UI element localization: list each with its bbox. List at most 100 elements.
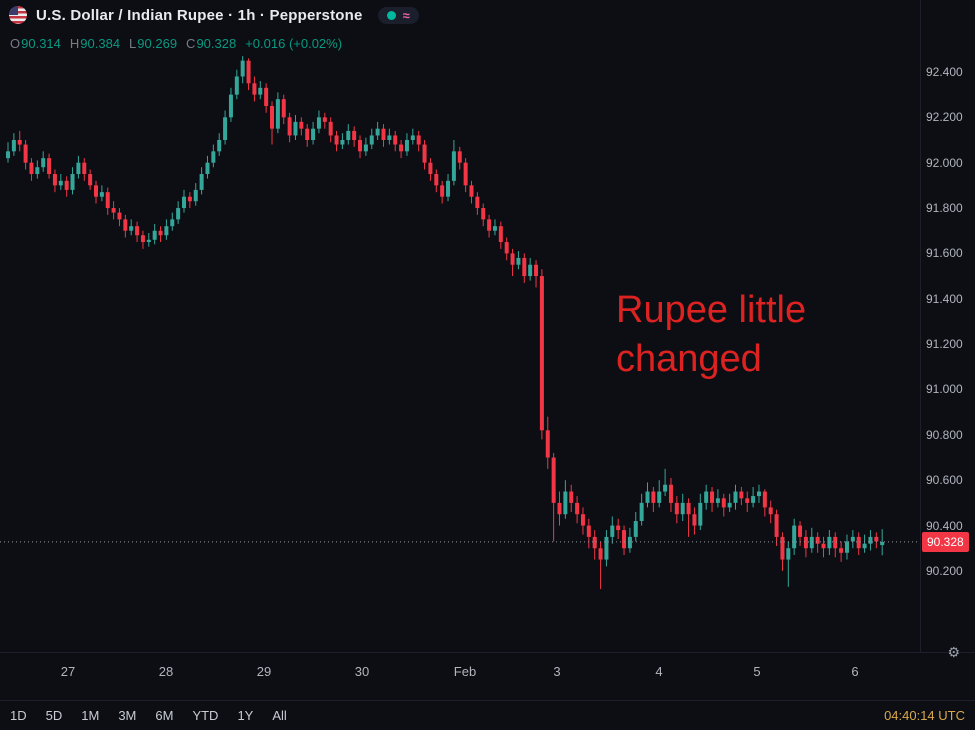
candle	[246, 60, 251, 84]
candle	[645, 491, 650, 503]
candle	[844, 541, 849, 553]
candle	[316, 117, 321, 129]
candle	[534, 264, 539, 277]
candle	[275, 99, 280, 129]
candle	[228, 94, 233, 118]
candle	[868, 536, 873, 544]
candle	[522, 257, 527, 277]
candle	[82, 162, 87, 175]
candle	[211, 151, 216, 163]
candle	[193, 189, 198, 202]
candle	[710, 491, 715, 503]
candle	[481, 208, 486, 220]
current-price-tag: 90.328	[922, 531, 969, 552]
candle	[563, 491, 568, 515]
time-tick-label: 29	[256, 664, 272, 679]
range-buttons: 1D 5D 1M 3M 6M YTD 1Y All	[10, 708, 287, 723]
candle	[463, 162, 468, 186]
time-axis[interactable]: 27 28 29 30 Feb 3 4 5 6	[0, 652, 975, 701]
close-label: C	[186, 36, 196, 51]
legend-toggle-pill: ≈	[377, 6, 419, 24]
range-button-1m[interactable]: 1M	[81, 707, 100, 723]
candle	[850, 536, 855, 542]
candle	[129, 226, 134, 231]
candle	[176, 208, 181, 220]
range-button-5d[interactable]: 5D	[45, 707, 63, 723]
range-button-ytd[interactable]: YTD	[192, 707, 219, 723]
candle	[774, 514, 779, 537]
price-tick-label: 90.400	[926, 518, 963, 533]
candle	[880, 541, 885, 546]
range-button-3m[interactable]: 3M	[118, 707, 137, 723]
candle	[680, 502, 685, 515]
candle	[487, 219, 492, 231]
range-button-all[interactable]: All	[272, 707, 287, 723]
candle	[252, 83, 257, 95]
candle	[281, 99, 286, 118]
range-button-1y[interactable]: 1Y	[237, 707, 254, 723]
clock-utc[interactable]: 04:40:14 UTC	[884, 707, 965, 723]
candle	[35, 167, 40, 175]
candle	[622, 530, 627, 549]
status-dot-icon[interactable]	[386, 10, 396, 20]
candle	[205, 162, 210, 175]
candle	[651, 491, 656, 503]
annotation-line2: changed	[616, 338, 762, 381]
candle	[698, 502, 703, 526]
low-value: 90.269	[137, 36, 178, 51]
candle	[334, 135, 339, 145]
price-tick-label: 91.400	[926, 291, 963, 306]
range-button-1d[interactable]: 1D	[10, 707, 27, 723]
candle	[786, 548, 791, 560]
candle	[399, 144, 404, 152]
candle	[780, 536, 785, 560]
candle	[240, 60, 245, 77]
candle	[264, 87, 269, 106]
candle	[580, 514, 585, 526]
candle	[551, 457, 556, 503]
candle	[792, 525, 797, 549]
candle	[756, 491, 761, 497]
candle	[99, 192, 104, 197]
candle	[223, 117, 228, 140]
gear-icon[interactable]: ⚙	[947, 644, 960, 660]
candle	[305, 128, 310, 140]
candle	[704, 491, 709, 503]
candle	[328, 121, 333, 136]
candle	[164, 226, 169, 236]
candle	[557, 502, 562, 515]
time-tick-label: 28	[158, 664, 174, 679]
symbol-title[interactable]: U.S. Dollar / Indian Rupee · 1h · Pepper…	[36, 6, 363, 24]
candle	[369, 135, 374, 145]
candle	[592, 536, 597, 549]
candle	[686, 502, 691, 515]
annotation-text[interactable]: Rupee little changed	[616, 286, 806, 385]
price-tick-label: 90.600	[926, 473, 963, 488]
candle	[47, 158, 52, 175]
candle	[798, 525, 803, 537]
candle	[111, 208, 116, 213]
candle	[287, 117, 292, 136]
candle	[627, 536, 632, 549]
candle	[88, 174, 93, 186]
candle	[510, 253, 515, 265]
high-label: H	[69, 36, 80, 51]
candle	[76, 162, 81, 175]
candle	[545, 430, 550, 458]
candle	[182, 196, 187, 209]
price-axis[interactable]: 90.328 92.400 92.200 92.000 91.800 91.600 91.…	[920, 0, 975, 652]
candle	[616, 525, 621, 531]
candle	[41, 158, 46, 168]
candlestick-chart[interactable]	[0, 30, 920, 652]
candle	[575, 502, 580, 515]
candle	[410, 135, 415, 140]
candle	[733, 491, 738, 503]
candle	[11, 139, 16, 152]
candle	[762, 491, 767, 508]
range-button-6m[interactable]: 6M	[155, 707, 174, 723]
bottom-toolbar: 1D 5D 1M 3M 6M YTD 1Y All 04:40:14 UTC	[0, 700, 975, 729]
wave-icon[interactable]: ≈	[402, 7, 410, 23]
candle	[821, 543, 826, 549]
candle	[803, 536, 808, 549]
candle	[434, 174, 439, 186]
